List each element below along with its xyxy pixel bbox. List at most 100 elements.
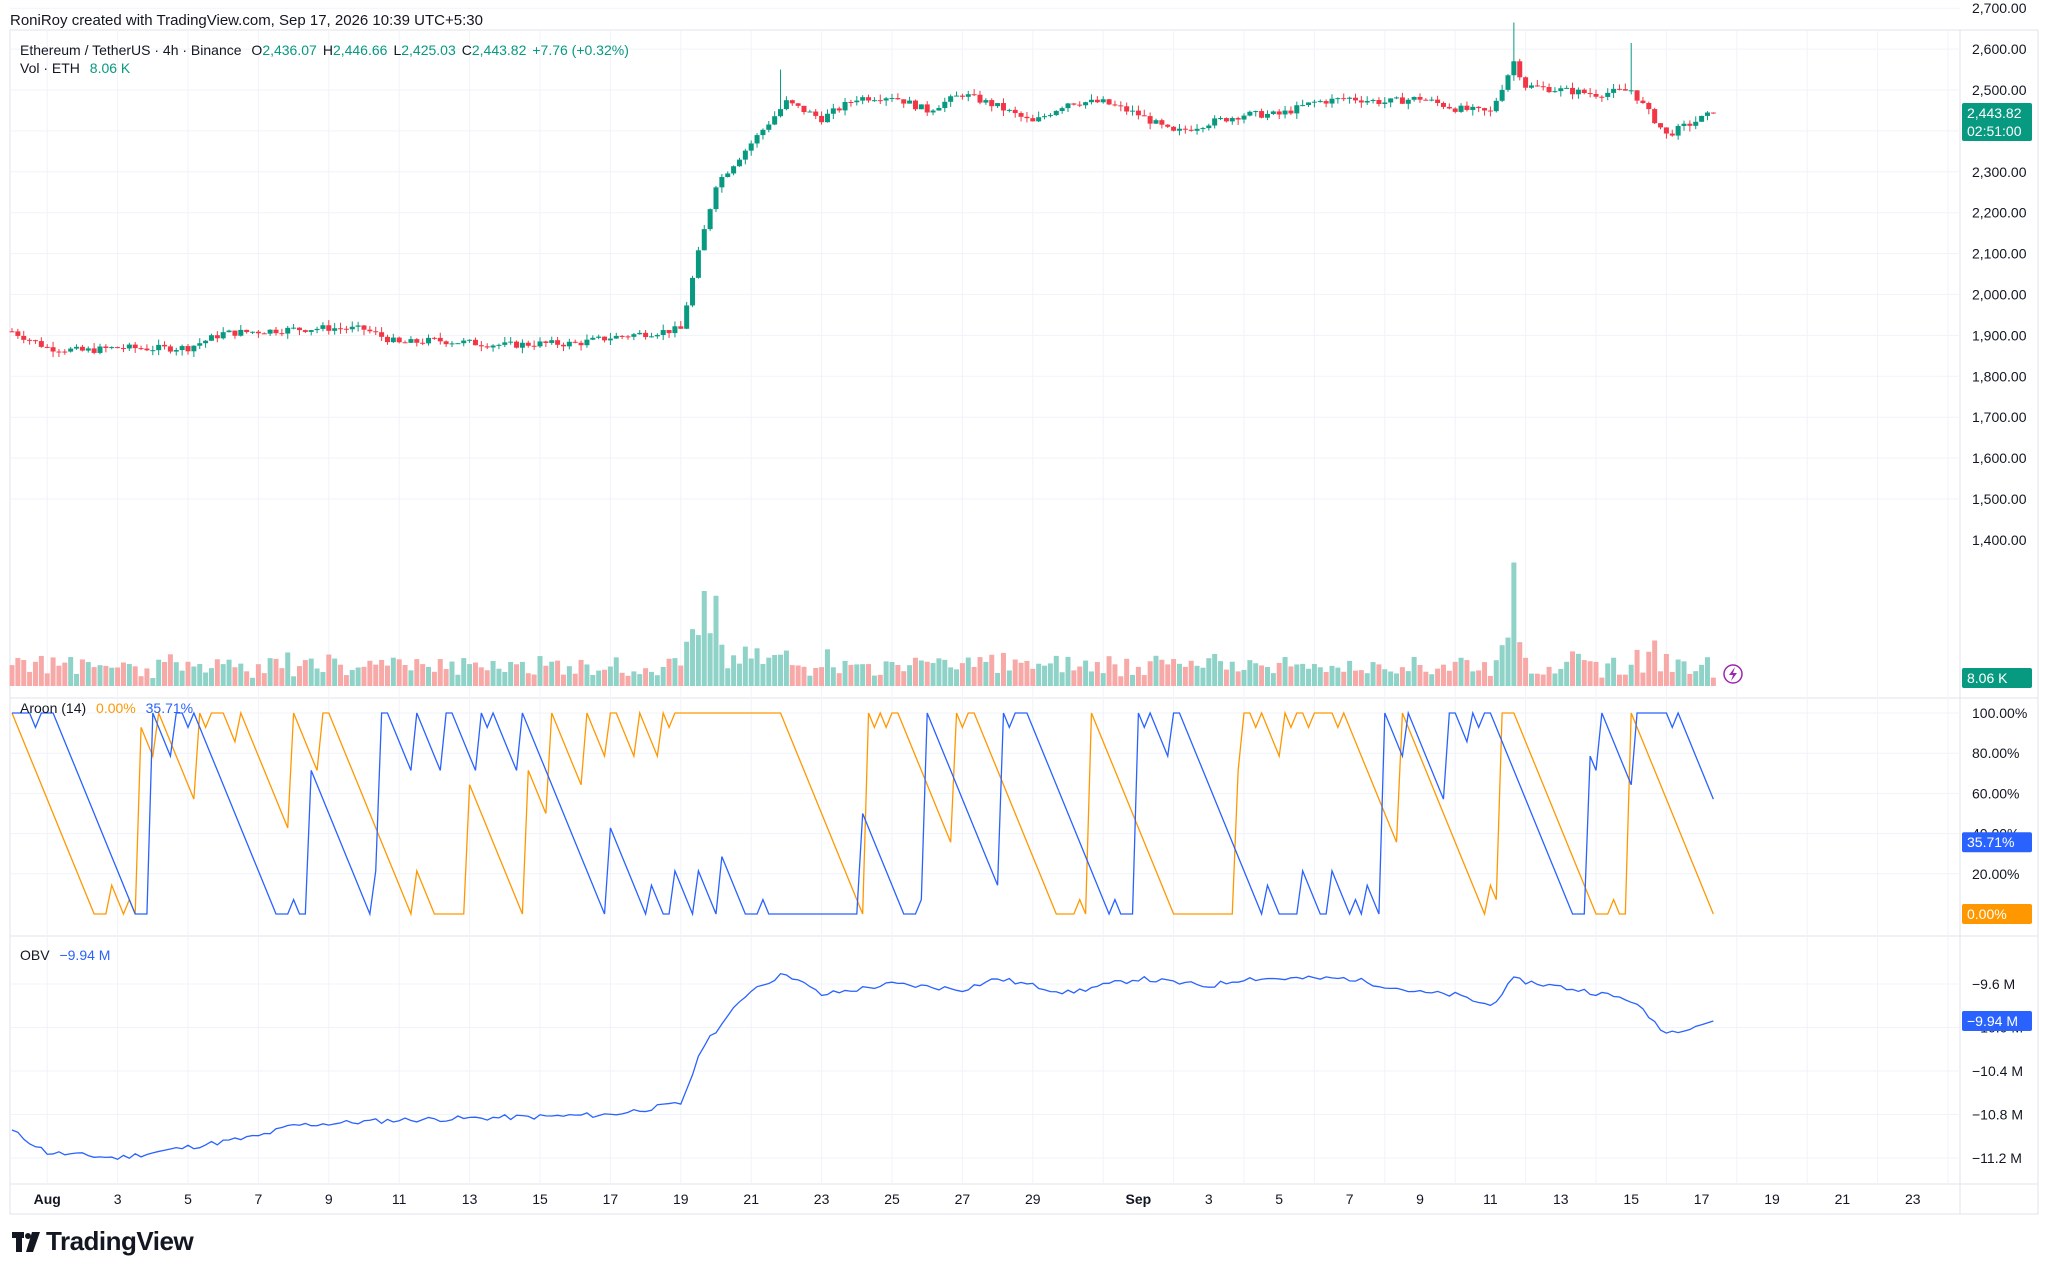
volume-bar [1212,654,1218,686]
time-tick-label: 15 [532,1191,548,1207]
candle-body [214,335,220,339]
volume-bar [255,664,261,686]
candle-body [1528,85,1534,88]
volume-bar [238,663,244,686]
volume-bar [1042,665,1048,686]
volume-bar [261,673,267,686]
volume-bar [1399,667,1405,686]
volume-bar [115,667,121,686]
price-tick-label: 2,300.00 [1972,164,2027,180]
candle-body [1482,108,1488,111]
candle-body [162,344,168,347]
candle-body [232,330,238,336]
candle-body [1699,115,1705,122]
volume-bar [778,654,784,686]
volume-bar [508,661,514,686]
tradingview-logo[interactable]: TradingView [12,1226,194,1259]
candle-body [1423,99,1429,101]
candle-body [578,342,584,346]
volume-bar [713,595,719,686]
candle-body [250,331,256,333]
candle-body [883,98,889,101]
volume-bar [1616,674,1622,686]
obv-tick-label: −10.4 M [1972,1063,2023,1079]
candle-body [1088,99,1094,103]
volume-bar [971,667,977,686]
candle-body [115,347,121,349]
obv-series-line [11,972,1714,1161]
candle-body [1153,120,1159,124]
candle-body [1440,102,1446,107]
candle-body [1235,118,1241,120]
candle-body [948,96,954,102]
volume-bar [367,660,373,686]
price-tick-label: 1,800.00 [1972,368,2027,384]
price-tick-label: 1,600.00 [1972,450,2027,466]
candle-body [584,339,590,346]
obv-label[interactable]: OBV [20,947,50,963]
candle-body [74,346,80,349]
candle-body [27,339,33,341]
volume-bar [1018,662,1024,686]
volume-bar [602,669,608,686]
candle-body [203,340,209,344]
candle-body [1593,93,1599,97]
volume-bar [766,657,772,686]
candle-body [983,100,989,103]
candle-body [549,340,555,343]
volume-label[interactable]: Vol · ETH [20,60,80,76]
logo-text: TradingView [46,1226,194,1256]
volume-bar [637,674,643,686]
candle-body [120,348,126,350]
candle-body [1411,96,1417,100]
volume-bar [1405,671,1411,686]
volume-bar [1634,649,1640,686]
candle-body [1394,97,1400,99]
candle-body [1605,92,1611,97]
aroon-label[interactable]: Aroon (14) [20,700,87,716]
volume-bar [742,646,748,686]
close-label: C [461,42,472,58]
volume-bar [684,641,690,686]
volume-bar [560,674,566,686]
volume-bar [1646,651,1652,686]
volume-bar [1476,670,1482,686]
candle-body [156,344,162,351]
volume-bar [484,670,490,686]
volume-bar [162,662,168,686]
volume-bar [1564,661,1570,686]
time-tick-label: 9 [1416,1191,1424,1207]
volume-bar [1675,659,1681,686]
volume-bar [1599,677,1605,686]
candle-body [449,343,455,345]
volume-bar [1012,659,1018,686]
symbol-label[interactable]: Ethereum / TetherUS · 4h · Binance [20,42,242,58]
candle-body [977,94,983,103]
candle-body [514,341,520,348]
candle-body [1464,105,1470,110]
candle-body [519,342,525,348]
gridlines [10,7,1960,1184]
candle-body [1335,98,1341,100]
last-price-text: 2,443.82 [1967,105,2022,121]
candle-body [244,329,250,333]
time-tick-label: 13 [462,1191,478,1207]
volume-bar [725,668,731,686]
candle-body [537,341,543,347]
volume-bar [1171,659,1177,686]
volume-bar [672,658,678,686]
candle-body [191,345,197,352]
candle-body [1476,106,1482,109]
candle-body [349,326,355,330]
volume-bar [977,657,983,686]
volume-bar [1511,562,1517,686]
volume-bar [748,658,754,686]
candle-body [1294,105,1300,114]
price-tick-label: 2,100.00 [1972,246,2027,262]
axis-labels: 2,900.002,800.002,700.002,600.002,500.00… [34,0,2028,1207]
candle-body [1188,129,1194,131]
volume-bar [203,672,209,686]
flash-button[interactable] [1723,664,1743,684]
volume-bar [1229,661,1235,686]
volume-bar [1083,660,1089,686]
